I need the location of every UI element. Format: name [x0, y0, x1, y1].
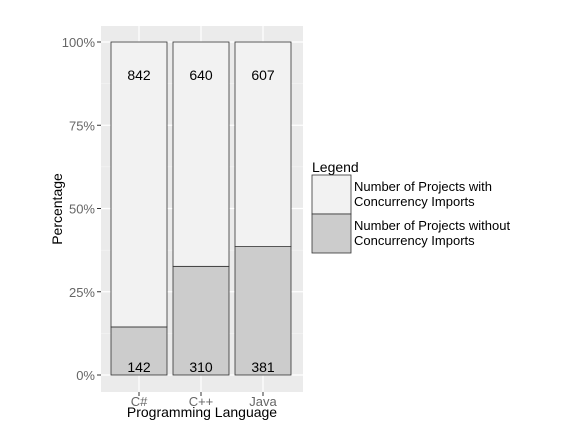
data-labels: 142 842 310 640 381 607	[127, 67, 275, 375]
data-label-with: 842	[127, 67, 151, 83]
bar-segment	[234, 246, 292, 376]
bar-segment	[172, 41, 230, 267]
data-label-with: 607	[251, 67, 275, 83]
legend-label: Number of Projects without Concurrency Im…	[354, 218, 510, 248]
y-tick-label: 100%	[62, 35, 96, 50]
x-tick-label: Java	[249, 394, 277, 409]
legend-title: Legend	[312, 159, 359, 175]
x-tick-label: C++	[189, 394, 214, 409]
y-axis: 0% 25% 50% 75% 100%	[62, 35, 101, 383]
x-axis: C# C++ Java	[131, 392, 277, 409]
x-axis-title: Programming Language	[127, 404, 277, 420]
y-tick-label: 75%	[69, 118, 95, 133]
legend-key	[311, 174, 352, 215]
y-tick-label: 50%	[69, 202, 95, 217]
data-label-without: 310	[189, 359, 213, 375]
x-tick-label: C#	[131, 394, 148, 409]
bar-segment	[110, 41, 168, 328]
bars	[110, 41, 292, 376]
y-tick-label: 25%	[69, 285, 95, 300]
y-tick-label: 0%	[76, 368, 95, 383]
legend-label: Number of Projects with Concurrency Impor…	[354, 179, 492, 209]
bar-segment	[172, 265, 230, 376]
data-label-without: 142	[127, 359, 151, 375]
bar-segment	[110, 326, 168, 376]
data-label-with: 640	[189, 67, 213, 83]
y-axis-title: Percentage	[49, 173, 65, 245]
data-label-without: 381	[251, 359, 275, 375]
legend: Legend Number of Projects with Concurrenc…	[311, 159, 510, 254]
bar-segment	[234, 41, 292, 247]
legend-key	[311, 213, 352, 254]
